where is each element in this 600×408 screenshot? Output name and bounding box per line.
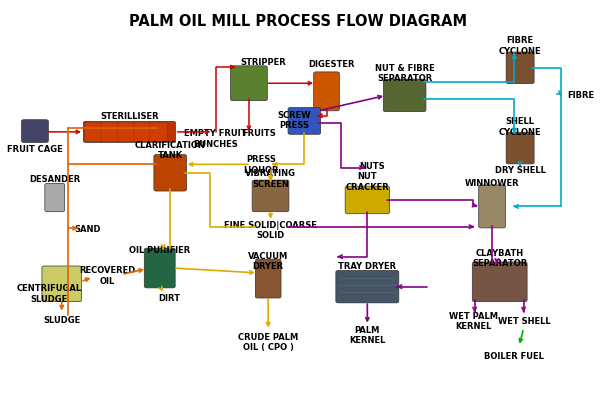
Text: DIRT: DIRT — [158, 293, 180, 302]
FancyBboxPatch shape — [479, 185, 506, 228]
Text: PALM
KERNEL: PALM KERNEL — [349, 326, 386, 346]
FancyBboxPatch shape — [83, 121, 175, 142]
Text: EMPTY FRUIT
BUNCHES: EMPTY FRUIT BUNCHES — [184, 129, 247, 149]
Text: DIGESTER: DIGESTER — [308, 60, 355, 69]
FancyBboxPatch shape — [154, 155, 187, 191]
FancyBboxPatch shape — [472, 262, 527, 302]
FancyBboxPatch shape — [506, 52, 534, 84]
Text: VACUUM
DRYER: VACUUM DRYER — [248, 252, 289, 271]
Text: SHELL
CYCLONE: SHELL CYCLONE — [499, 118, 541, 137]
FancyBboxPatch shape — [314, 72, 340, 111]
FancyBboxPatch shape — [506, 132, 534, 164]
Text: PRESS
LIQUOR: PRESS LIQUOR — [244, 155, 279, 175]
FancyBboxPatch shape — [230, 66, 268, 101]
FancyBboxPatch shape — [144, 248, 175, 288]
Text: PALM OIL MILL PROCESS FLOW DIAGRAM: PALM OIL MILL PROCESS FLOW DIAGRAM — [130, 13, 467, 29]
FancyBboxPatch shape — [133, 122, 151, 142]
Text: NUTS: NUTS — [359, 162, 385, 171]
Text: STERILLISER: STERILLISER — [100, 112, 159, 121]
FancyBboxPatch shape — [256, 259, 281, 298]
Text: FIBRE: FIBRE — [567, 91, 594, 100]
Text: WET PALM
KERNEL: WET PALM KERNEL — [449, 312, 498, 331]
FancyBboxPatch shape — [336, 271, 399, 303]
Text: SLUDGE: SLUDGE — [43, 316, 80, 325]
Text: OIL PURIFIER: OIL PURIFIER — [129, 246, 190, 255]
Text: WINNOWER: WINNOWER — [465, 179, 520, 188]
FancyBboxPatch shape — [101, 122, 118, 142]
Text: WET SHELL: WET SHELL — [499, 317, 551, 326]
Text: NUT
CRACKER: NUT CRACKER — [346, 173, 389, 192]
FancyBboxPatch shape — [252, 180, 289, 212]
FancyBboxPatch shape — [22, 120, 49, 142]
Text: CLARIFICATION
TANK: CLARIFICATION TANK — [135, 141, 206, 160]
FancyBboxPatch shape — [383, 79, 426, 112]
Text: NUT & FIBRE
SEPARATOR: NUT & FIBRE SEPARATOR — [375, 64, 434, 83]
Text: DRY SHELL: DRY SHELL — [494, 166, 545, 175]
FancyBboxPatch shape — [150, 122, 167, 142]
Text: SAND: SAND — [74, 225, 101, 234]
Text: FINE SOLID|COARSE
SOLID: FINE SOLID|COARSE SOLID — [224, 221, 317, 240]
FancyBboxPatch shape — [42, 266, 82, 302]
FancyBboxPatch shape — [117, 122, 134, 142]
Text: CRUDE PALM
OIL ( CPO ): CRUDE PALM OIL ( CPO ) — [238, 333, 298, 352]
Text: VIBRATING
SCREEN: VIBRATING SCREEN — [245, 169, 296, 188]
FancyBboxPatch shape — [288, 108, 320, 134]
Text: FRUIT CAGE: FRUIT CAGE — [7, 145, 63, 154]
FancyBboxPatch shape — [45, 183, 65, 212]
Text: CLAYBATH
SEPARATOR: CLAYBATH SEPARATOR — [472, 249, 527, 268]
Text: RECOVERED
OIL: RECOVERED OIL — [79, 266, 136, 286]
Text: BOILER FUEL: BOILER FUEL — [484, 352, 544, 361]
Text: SCREW
PRESS: SCREW PRESS — [277, 111, 311, 130]
Text: TRAY DRYER: TRAY DRYER — [338, 262, 397, 271]
Text: DESANDER: DESANDER — [29, 175, 80, 184]
FancyBboxPatch shape — [85, 122, 102, 142]
Text: FRUITS: FRUITS — [242, 129, 276, 138]
Text: CENTRIFUGAL
SLUDGE: CENTRIFUGAL SLUDGE — [16, 284, 82, 304]
Text: STRIPPER: STRIPPER — [241, 58, 286, 67]
FancyBboxPatch shape — [345, 186, 389, 214]
Text: FIBRE
CYCLONE: FIBRE CYCLONE — [499, 36, 541, 55]
